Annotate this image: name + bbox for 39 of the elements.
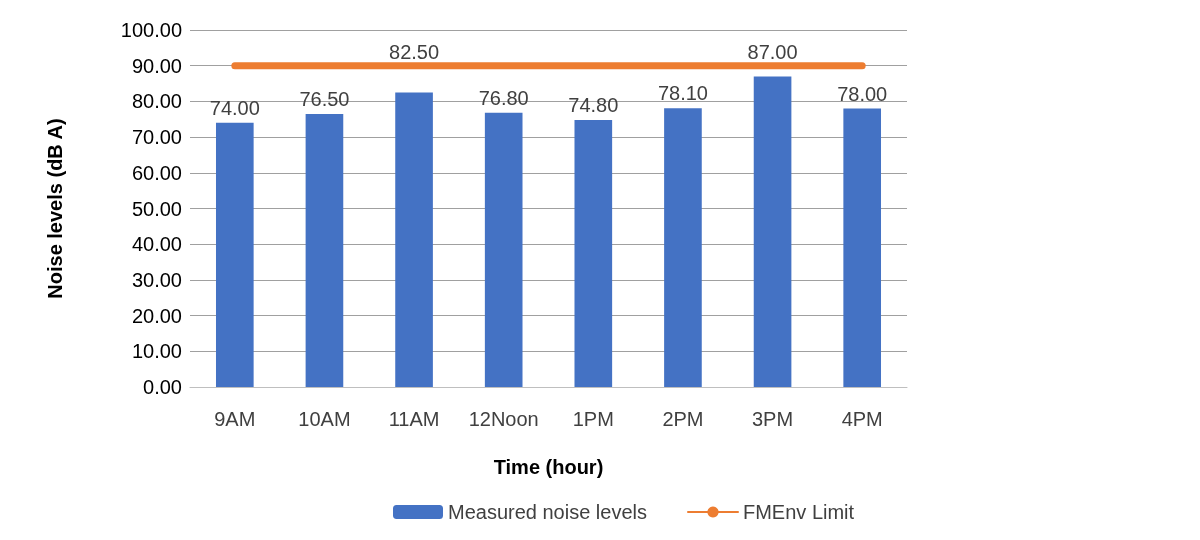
- y-tick-label: 60.00: [131, 161, 182, 184]
- legend-label: Measured noise levels: [448, 501, 647, 523]
- y-tick-label: 0.00: [143, 376, 182, 398]
- y-tick-label: 40.00: [131, 233, 182, 256]
- x-tick-label: 10AM: [298, 408, 351, 430]
- data-label: 76.80: [478, 86, 529, 109]
- legend-label: FMEnv Limit: [742, 501, 855, 523]
- bar: [664, 108, 702, 387]
- y-tick-label: 100.00: [120, 19, 182, 41]
- x-tick-label: 4PM: [841, 408, 883, 430]
- data-label: 78.10: [657, 82, 708, 105]
- data-label: 82.50: [389, 40, 440, 63]
- data-label: 78.00: [837, 82, 888, 105]
- y-tick-label: 10.00: [131, 340, 182, 363]
- y-tick-label: 50.00: [131, 197, 182, 220]
- x-tick-label: 3PM: [752, 408, 794, 430]
- data-label: 76.50: [299, 87, 350, 110]
- x-tick-label: 1PM: [572, 408, 614, 430]
- bar: [395, 92, 433, 387]
- bar: [574, 119, 613, 387]
- y-tick-label: 90.00: [131, 54, 182, 77]
- y-axis-title: Noise levels (dB A): [44, 118, 66, 299]
- bar: [843, 108, 882, 387]
- data-label: 87.00: [747, 40, 798, 63]
- y-tick-label: 20.00: [131, 304, 182, 327]
- bar: [484, 112, 523, 387]
- data-label: 74.00: [209, 96, 260, 119]
- bar: [305, 113, 344, 387]
- y-tick-label: 30.00: [131, 268, 182, 291]
- x-axis-title: Time (hour): [493, 456, 604, 478]
- x-tick-label: 12Noon: [468, 408, 539, 430]
- x-tick-label: 9AM: [214, 408, 256, 430]
- x-tick-label: 11AM: [388, 408, 440, 430]
- x-tick-label: 2PM: [662, 408, 704, 430]
- bar: [753, 76, 792, 387]
- y-tick-label: 70.00: [131, 126, 182, 149]
- y-tick-label: 80.00: [131, 90, 182, 113]
- bar: [215, 122, 254, 387]
- data-label: 74.80: [568, 93, 619, 116]
